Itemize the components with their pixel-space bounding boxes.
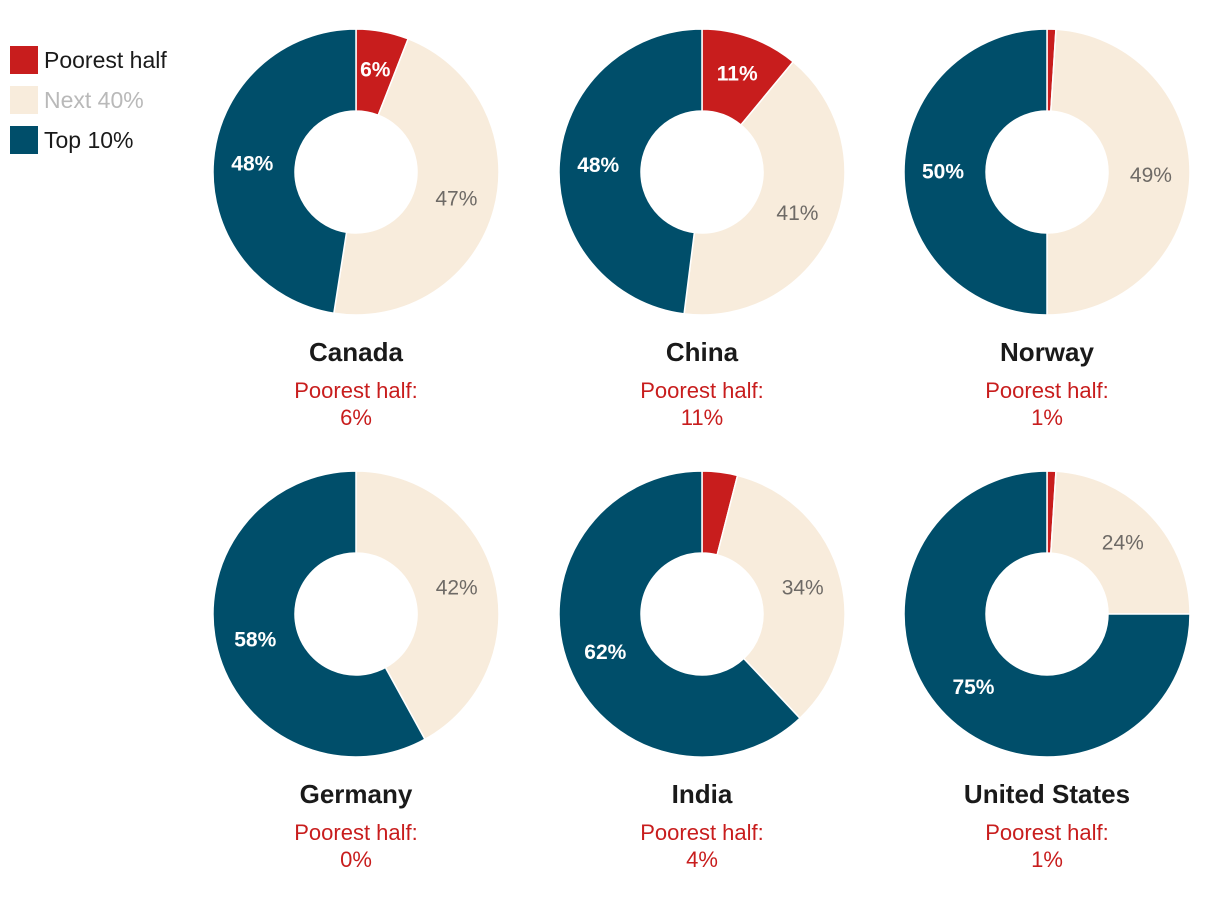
country-name: United States <box>964 779 1130 809</box>
slice-top-10 <box>558 28 703 315</box>
legend: Poorest half Next 40% Top 10% <box>10 40 167 160</box>
subtitle-label: Poorest half: <box>294 820 418 845</box>
data-label-poorest-half: 11% <box>717 63 758 86</box>
slice-top-10 <box>212 28 357 315</box>
slice-top-10 <box>903 28 1048 316</box>
subtitle-label: Poorest half: <box>985 378 1109 403</box>
data-label-next-40: 24% <box>1102 531 1144 554</box>
data-label-next-40: 42% <box>436 577 478 600</box>
slice-next-40 <box>332 37 500 316</box>
subtitle-value: 11% <box>681 405 723 430</box>
slice-top-10 <box>903 470 1191 758</box>
data-label-top-10: 48% <box>577 154 619 177</box>
subtitle-value: 6% <box>340 405 372 430</box>
subtitle-value: 0% <box>340 847 372 872</box>
data-label-next-40: 34% <box>782 577 824 600</box>
legend-item-top-10: Top 10% <box>10 120 167 160</box>
data-label-poorest-half: 6% <box>360 58 391 81</box>
data-label-top-10: 58% <box>234 628 276 651</box>
subtitle-value: 1% <box>1031 847 1063 872</box>
subtitle-label: Poorest half: <box>640 820 764 845</box>
data-label-next-40: 41% <box>776 202 818 225</box>
legend-item-next-40: Next 40% <box>10 80 167 120</box>
slice-top-10 <box>558 470 801 758</box>
country-name: Canada <box>309 337 403 367</box>
subtitle-value: 1% <box>1031 405 1063 430</box>
legend-label: Next 40% <box>44 86 144 113</box>
slice-next-40 <box>1050 470 1191 615</box>
data-label-next-40: 49% <box>1130 164 1172 187</box>
data-label-next-40: 47% <box>435 188 477 211</box>
slice-next-40 <box>1046 28 1191 316</box>
legend-label: Top 10% <box>44 126 134 153</box>
country-name: Norway <box>1000 337 1094 367</box>
slice-next-40 <box>716 474 846 720</box>
subtitle-label: Poorest half: <box>294 378 418 403</box>
donut-chart-norway: 49% 50% Norway Poorest half:1% <box>903 28 1191 430</box>
donut-chart-india: 34% 62% India Poorest half:4% <box>558 470 846 872</box>
subtitle-label: Poorest half: <box>640 378 764 403</box>
data-label-top-10: 50% <box>922 161 964 184</box>
legend-swatch <box>10 126 38 154</box>
legend-label: Poorest half <box>44 46 167 73</box>
slice-next-40 <box>355 470 500 741</box>
country-name: India <box>672 779 733 809</box>
data-label-top-10: 75% <box>952 676 994 699</box>
country-name: Germany <box>300 779 413 809</box>
subtitle-label: Poorest half: <box>985 820 1109 845</box>
data-label-top-10: 62% <box>584 641 626 664</box>
country-name: China <box>666 337 739 367</box>
slice-next-40 <box>683 60 846 316</box>
legend-swatch <box>10 86 38 114</box>
donut-chart-united-states: 24% 75% United States Poorest half:1% <box>903 470 1191 872</box>
donut-chart-germany: 42% 58% Germany Poorest half:0% <box>212 470 500 872</box>
slice-top-10 <box>212 470 426 758</box>
data-label-top-10: 48% <box>231 152 273 175</box>
subtitle-value: 4% <box>686 847 718 872</box>
legend-item-poorest-half: Poorest half <box>10 40 167 80</box>
legend-swatch <box>10 46 38 74</box>
